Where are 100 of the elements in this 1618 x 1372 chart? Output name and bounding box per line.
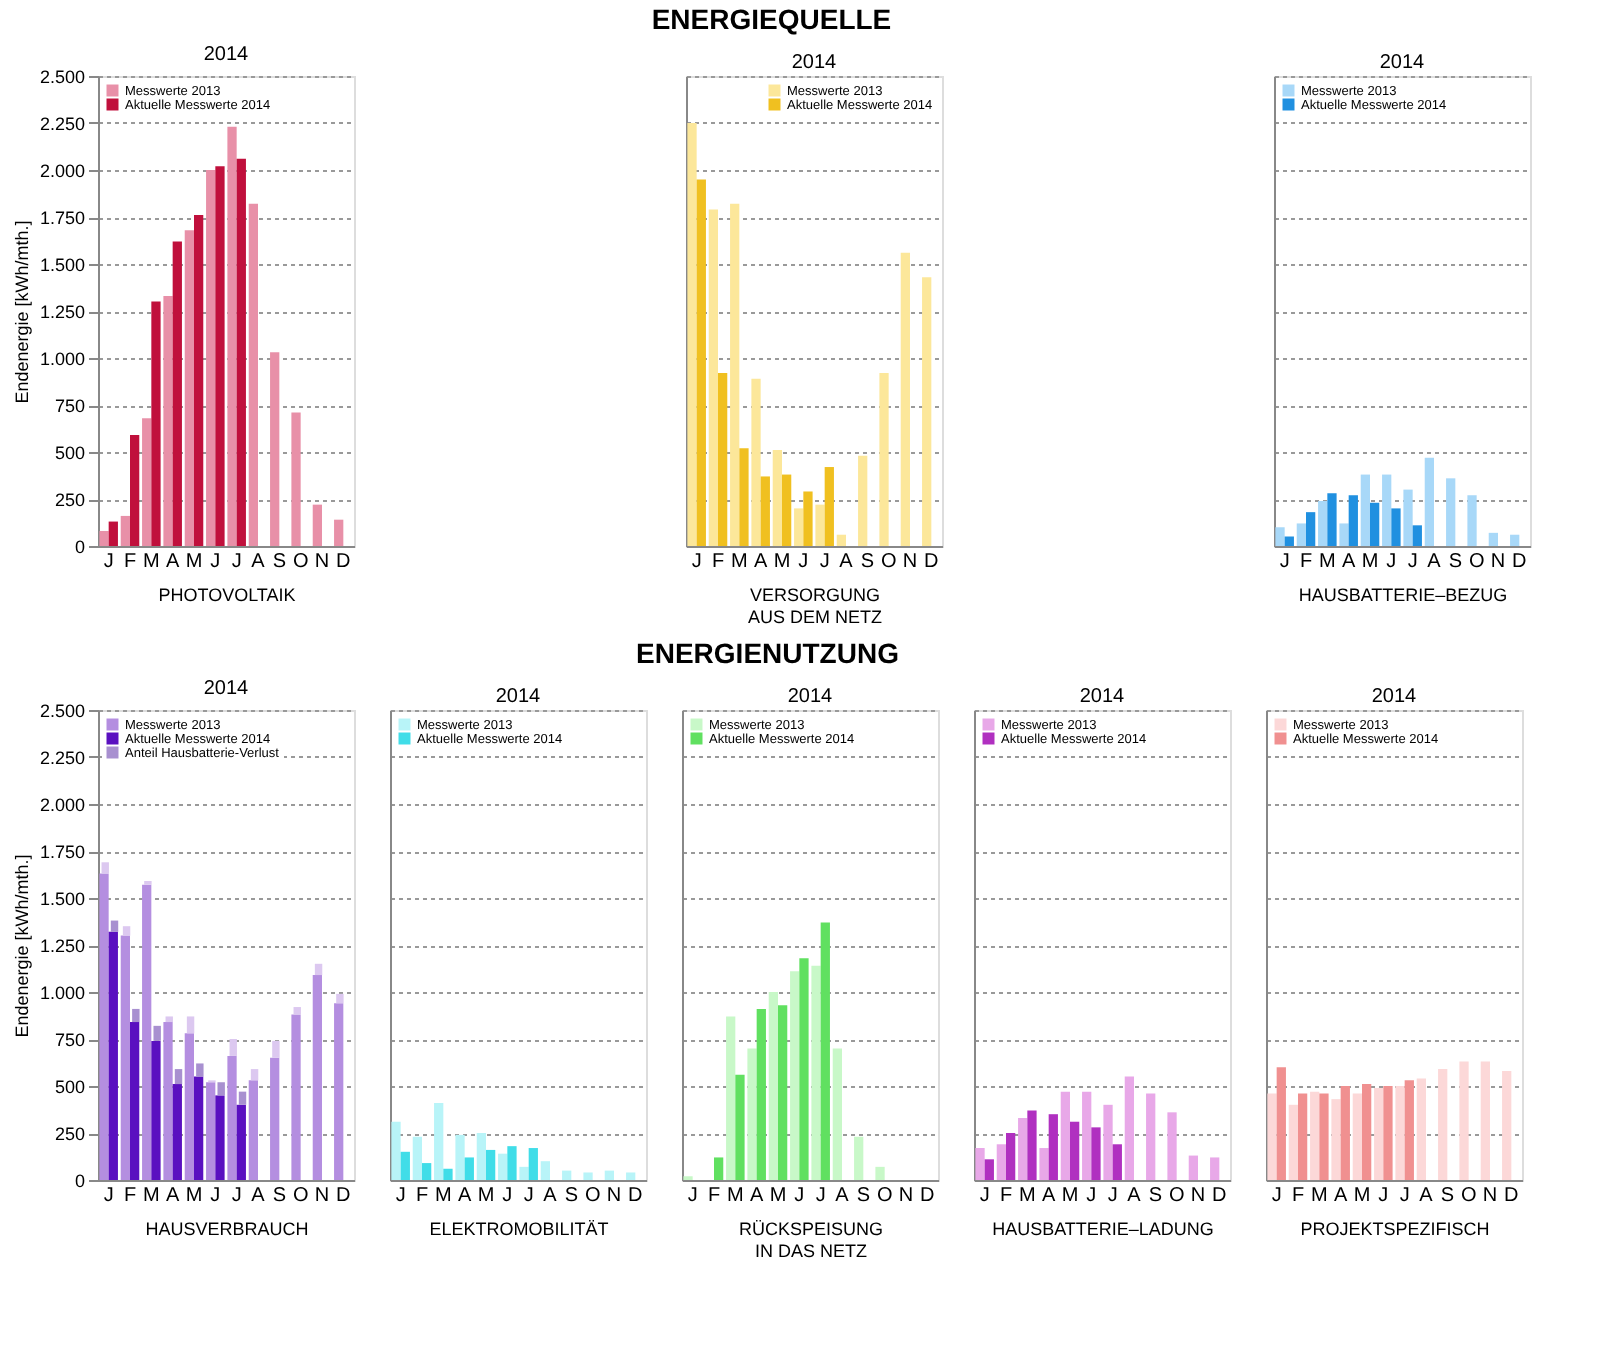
bar [1124,1076,1134,1180]
chart-title: 2014 [203,678,250,700]
bar [434,1102,444,1180]
x-tick-label: A [749,1185,764,1207]
bar [120,515,130,546]
bar [291,412,301,546]
x-tick-label: F [707,1185,721,1207]
bar [1382,474,1392,546]
bar [108,931,118,1180]
x-tick-label: A [1127,1185,1142,1207]
chart-title: 2014 [1371,686,1418,708]
bar [1318,500,1328,546]
bar [730,203,740,546]
x-tick-label: M [1018,1185,1036,1207]
bar [443,1168,453,1180]
bar [696,179,706,546]
bar [790,971,800,1180]
bar [272,1040,280,1058]
x-tick-label: M [726,1185,744,1207]
y-tick-label: 500 [54,1077,85,1097]
x-tick-label: M [185,551,203,573]
bar [714,1157,724,1180]
bar [1167,1112,1177,1180]
x-tick-label: D [628,1185,643,1207]
x-tick-label: F [123,551,137,573]
x-tick-label: J [691,551,702,573]
x-tick-label: O [1168,1185,1185,1207]
bar [196,1063,204,1077]
bar [486,1149,496,1180]
x-tick-label: M [142,551,160,573]
x-tick-label: N [902,551,918,573]
bar [1327,493,1337,546]
y-axis-title: Endenergie [kWh/mth.] [11,854,32,1038]
bar [803,491,813,546]
x-tick-label: J [794,1185,805,1207]
bar [184,230,194,546]
x-tick-label: J [231,1185,242,1207]
bar [1091,1127,1101,1180]
bar [1103,1104,1113,1180]
x-tick-label: M [477,1185,495,1207]
bar [108,521,118,546]
bar [400,1151,410,1180]
bar [227,126,237,546]
bar [206,170,216,546]
bar [832,1048,842,1180]
bar [782,474,792,546]
bar [217,1082,225,1096]
bar [1424,457,1434,546]
y-tick-label: 2.000 [39,161,85,181]
x-tick-label: O [880,551,897,573]
bar [1510,534,1520,546]
x-tick-label: J [395,1185,406,1207]
y-tick-label: 750 [54,1030,85,1050]
bar [165,1016,173,1023]
bar [1383,1086,1393,1180]
bar [153,1025,161,1041]
bar [1210,1157,1220,1180]
bar [1404,1080,1414,1180]
x-tick-label: M [1361,551,1379,573]
x-tick-label: A [457,1185,472,1207]
bar [562,1170,572,1180]
bar [836,534,846,546]
bar [99,530,109,546]
x-tick-label: F [415,1185,429,1207]
x-tick-label: D [1512,551,1527,573]
chart-title: 2014 [203,44,250,66]
x-tick-label: J [1378,1185,1389,1207]
x-tick-label: A [165,1185,180,1207]
bar [1284,536,1294,546]
bar [1340,1086,1350,1180]
bar [293,1007,301,1015]
x-tick-label: M [773,551,791,573]
bar [726,1016,736,1180]
bar [130,435,140,546]
x-tick-label: M [142,1185,160,1207]
bar [1362,1084,1372,1180]
x-tick-label: D [920,1185,935,1207]
bar [858,455,868,546]
bar [334,519,344,546]
bar [772,450,782,546]
bar [229,1039,237,1056]
x-tick-label: O [876,1185,893,1207]
y-tick-label: 0 [74,1171,85,1191]
bar [778,1005,788,1180]
bar [747,1048,757,1180]
x-tick-label: J [210,1185,221,1207]
bar [1319,1093,1329,1180]
x-tick-label: O [584,1185,601,1207]
x-tick-label: J [1399,1185,1410,1207]
x-tick-label: O [1460,1185,1477,1207]
bar [227,1055,237,1180]
bar [824,467,834,546]
x-axis-title: PHOTOVOLTAIK [158,585,296,605]
bar [1416,1078,1426,1180]
x-axis-title: HAUSBATTERIE–LADUNG [992,1219,1214,1239]
bar [1360,474,1370,546]
bar [215,1095,225,1180]
bar [1048,1114,1058,1180]
x-tick-label: F [1299,551,1313,573]
bar [1298,1093,1308,1180]
